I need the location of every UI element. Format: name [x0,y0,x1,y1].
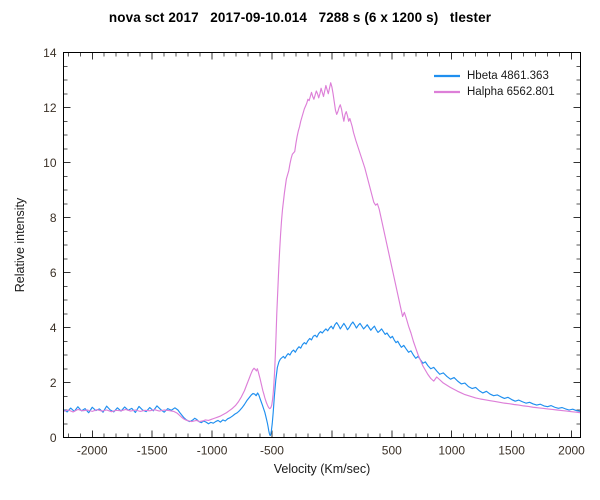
y-axis-tick-label: 2 [50,376,57,390]
series-line-hbeta [62,321,582,437]
legend-label-1: Halpha 6562.801 [467,86,555,98]
y-axis-tick-label: 12 [43,101,57,115]
y-axis-tick-label: 6 [50,266,57,280]
y-axis-tick-label: 14 [43,46,57,60]
x-axis-tick-label: 1500 [498,444,525,458]
legend-label-0: Hbeta 4861.363 [467,70,549,82]
series-line-halpha [62,82,582,423]
chart-title: nova sct 2017 2017-09-10.014 7288 s (6 x… [108,10,492,25]
x-axis-tick-label: -1000 [197,444,228,458]
x-axis-tick-label: 1000 [438,444,465,458]
x-axis-tick-label: 2000 [558,444,585,458]
x-axis-title: Velocity (Km/sec) [274,462,371,476]
x-axis-tick-label: 500 [382,444,402,458]
x-axis-tick-label: -1500 [137,444,168,458]
y-axis-tick-label: 4 [50,321,57,335]
y-axis-tick-label: 0 [50,431,57,445]
y-axis-title: Relative intensity [13,197,27,292]
x-axis-tick-label: -500 [260,444,284,458]
y-axis-tick-label: 10 [43,156,57,170]
x-axis-tick-label: -2000 [77,444,108,458]
y-axis-tick-label: 8 [50,211,57,225]
plot-frame [62,51,582,439]
